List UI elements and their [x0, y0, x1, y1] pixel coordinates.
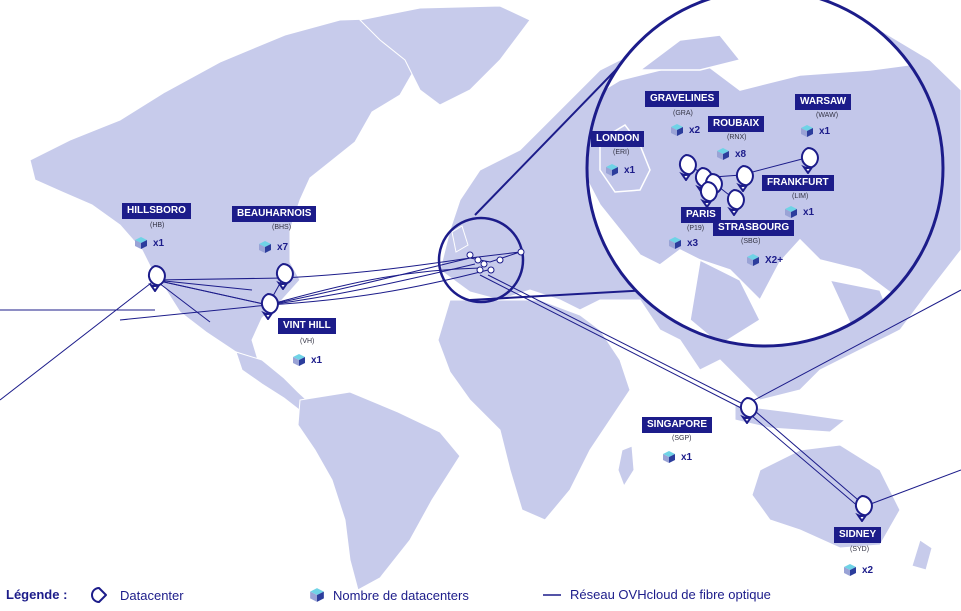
count-value: x1 — [819, 125, 831, 137]
legend-network: Réseau OVHcloud de fibre optique — [542, 587, 771, 602]
north-america — [29, 17, 441, 361]
africa — [437, 299, 631, 521]
datacenter-cube-icon — [310, 588, 324, 602]
legend-network-text: Réseau OVHcloud de fibre optique — [570, 587, 771, 602]
datacenter-cube-icon — [717, 148, 729, 160]
site-code: (HB) — [150, 222, 165, 229]
pin-hillsboro[interactable] — [147, 265, 166, 292]
site-count: x3 — [668, 236, 698, 250]
south-america — [297, 391, 461, 591]
datacenter-cube-icon — [663, 451, 675, 463]
site-code: (SBG) — [741, 238, 761, 245]
legend: Légende : Datacenter Nombre de datacente… — [6, 585, 956, 607]
count-value: x2 — [862, 564, 874, 576]
legend-datacenter: Datacenter — [90, 587, 184, 603]
site-count: x1 — [134, 236, 164, 250]
count-value: x1 — [803, 206, 815, 218]
europe-small-pins — [466, 248, 525, 274]
site-code: (VH) — [300, 338, 315, 345]
datacenter-cube-icon — [293, 354, 305, 366]
site-code: (P19) — [687, 225, 705, 232]
site-code: (RNX) — [727, 134, 747, 141]
site-count: x1 — [784, 205, 814, 219]
datacenter-cube-icon — [606, 164, 618, 176]
site-name: WARSAW — [795, 94, 852, 110]
site-count: x1 — [605, 163, 635, 177]
greenland — [358, 5, 531, 106]
count-value: x1 — [311, 354, 323, 366]
site-name: SIDNEY — [834, 527, 882, 543]
site-name: SINGAPORE — [642, 417, 713, 433]
site-count: x1 — [800, 124, 830, 138]
new-zealand — [911, 539, 933, 571]
europe-focus-circle — [437, 216, 525, 304]
site-name: STRASBOURG — [713, 220, 795, 236]
site-code: (WAW) — [816, 112, 839, 119]
count-value: x3 — [687, 237, 699, 249]
datacenter-cube-icon — [135, 237, 147, 249]
site-count: x2 — [670, 123, 700, 137]
uk — [451, 225, 469, 253]
datacenter-cube-icon — [747, 254, 759, 266]
site-name: FRANKFURT — [762, 175, 834, 191]
datacenter-cube-icon — [801, 125, 813, 137]
site-count: X2+ — [746, 253, 783, 267]
madagascar — [617, 445, 635, 488]
site-code: (ERI) — [613, 149, 630, 156]
count-value: x8 — [735, 148, 747, 160]
europe-zoom — [585, 0, 945, 348]
count-value: x1 — [153, 237, 165, 249]
legend-title-text: Légende : — [6, 587, 68, 602]
count-value: x7 — [277, 241, 289, 253]
site-count: x7 — [258, 240, 288, 254]
legend-title: Légende : — [6, 587, 67, 602]
site-code: (SGP) — [672, 435, 692, 442]
site-name: LONDON — [591, 131, 645, 147]
site-name: PARIS — [681, 207, 721, 223]
datacenter-cube-icon — [259, 241, 271, 253]
count-value: x1 — [624, 164, 636, 176]
legend-count-text: Nombre de datacenters — [333, 587, 469, 603]
pin-vinthill[interactable] — [260, 293, 279, 320]
count-value: x1 — [681, 451, 693, 463]
datacenter-pin-icon — [91, 587, 107, 603]
site-code: (LIM) — [792, 193, 809, 200]
datacenter-cube-icon — [669, 237, 681, 249]
datacenter-cube-icon — [844, 564, 856, 576]
site-name: HILLSBORO — [122, 203, 191, 219]
fiber-line-icon — [543, 593, 561, 596]
site-name: ROUBAIX — [708, 116, 765, 132]
site-count: x1 — [292, 353, 322, 367]
site-name: BEAUHARNOIS — [232, 206, 317, 222]
count-value: X2+ — [765, 254, 784, 266]
datacenter-cube-icon — [671, 124, 683, 136]
site-code: (SYD) — [850, 546, 870, 553]
australia — [751, 444, 901, 549]
site-name: GRAVELINES — [645, 91, 720, 107]
site-name: VINT HILL — [278, 318, 336, 334]
legend-datacenter-text: Datacenter — [120, 587, 184, 603]
legend-count: Nombre de datacenters — [309, 587, 469, 603]
site-count: x1 — [662, 450, 692, 464]
fiber-network — [0, 251, 961, 509]
site-code: (BHS) — [272, 224, 292, 231]
datacenter-cube-icon — [785, 206, 797, 218]
site-count: x8 — [716, 147, 746, 161]
count-value: x2 — [689, 124, 701, 136]
site-code: (GRA) — [673, 110, 693, 117]
site-count: x2 — [843, 563, 873, 577]
